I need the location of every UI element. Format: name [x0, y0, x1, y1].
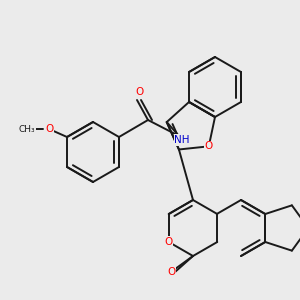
Text: NH: NH — [174, 135, 190, 145]
Text: O: O — [135, 87, 143, 97]
Text: O: O — [167, 267, 175, 277]
Text: O: O — [165, 237, 173, 247]
Text: O: O — [205, 141, 213, 151]
Text: CH₃: CH₃ — [19, 124, 35, 134]
Text: O: O — [45, 124, 53, 134]
